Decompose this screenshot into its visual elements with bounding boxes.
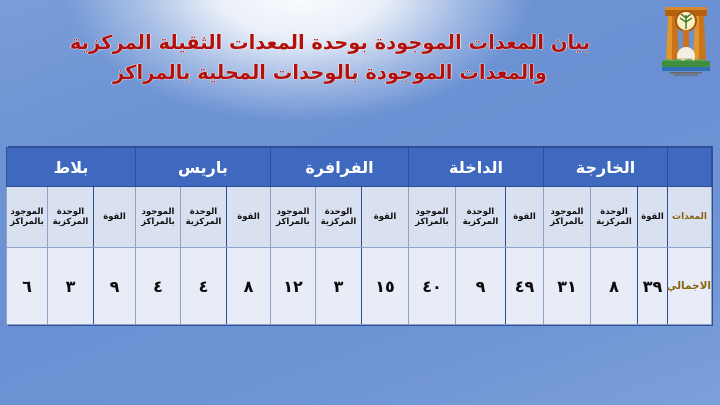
column-header-kharga-in-centers: الموجود بالمراكز: [542, 186, 592, 248]
group-header-kharga: الخارجة: [542, 147, 669, 187]
group-header-dakhla: الداخلة: [407, 147, 544, 187]
table-sub-header-row: المعدات القوة الوحدة المركزية الموجود با…: [5, 186, 712, 248]
governorate-logo: [658, 4, 714, 76]
cell-kharga-in-centers: ٣١: [542, 247, 592, 325]
group-header-equipment-blank: [667, 147, 712, 187]
table-group-header-row: الخارجة الداخلة الفرافرة باريس بلاط: [5, 147, 712, 187]
group-header-farafra: الفرافرة: [269, 147, 409, 187]
page-title: بيان المعدات الموجودة بوحدة المعدات الثق…: [0, 28, 660, 88]
shaduf-monument-icon: [662, 7, 710, 76]
cell-baris-central-unit: ٤: [179, 247, 227, 325]
column-header-dakhla-central-unit: الوحدة المركزية: [454, 186, 506, 248]
column-header-balat-in-centers: الموجود بالمراكز: [5, 186, 48, 248]
column-header-baris-power: القوة: [225, 186, 271, 248]
cell-dakhla-power: ٤٩: [504, 247, 544, 325]
column-header-dakhla-power: القوة: [504, 186, 544, 248]
equipment-table-container: الخارجة الداخلة الفرافرة باريس بلاط المع…: [5, 146, 713, 326]
group-header-balat: بلاط: [5, 147, 136, 187]
column-header-farafra-power: القوة: [360, 186, 409, 248]
column-header-farafra-in-centers: الموجود بالمراكز: [269, 186, 316, 248]
cell-baris-power: ٨: [225, 247, 271, 325]
column-header-kharga-power: القوة: [637, 186, 668, 248]
cell-balat-central-unit: ٣: [46, 247, 94, 325]
column-header-equipment: المعدات: [667, 186, 712, 248]
cell-farafra-central-unit: ٣: [314, 247, 362, 325]
column-header-baris-in-centers: الموجود بالمراكز: [134, 186, 181, 248]
cell-farafra-in-centers: ١٢: [269, 247, 316, 325]
column-header-balat-power: القوة: [92, 186, 136, 248]
equipment-table: الخارجة الداخلة الفرافرة باريس بلاط المع…: [5, 147, 712, 325]
column-header-kharga-central-unit: الوحدة المركزية: [590, 186, 638, 248]
cell-balat-power: ٩: [92, 247, 136, 325]
cell-baris-in-centers: ٤: [134, 247, 181, 325]
cell-kharga-central-unit: ٨: [590, 247, 638, 325]
title-line-2: والمعدات الموجودة بالوحدات المحلية بالمر…: [113, 61, 547, 84]
column-header-baris-central-unit: الوحدة المركزية: [179, 186, 227, 248]
column-header-dakhla-in-centers: الموجود بالمراكز: [407, 186, 456, 248]
cell-kharga-power: ٣٩: [637, 247, 668, 325]
cell-farafra-power: ١٥: [360, 247, 409, 325]
cell-balat-in-centers: ٦: [5, 247, 48, 325]
column-header-farafra-central-unit: الوحدة المركزية: [314, 186, 362, 248]
title-line-1: بيان المعدات الموجودة بوحدة المعدات الثق…: [69, 31, 591, 54]
row-label-total: الاجمالي: [666, 247, 712, 325]
table-row: الاجمالي ٣٩ ٨ ٣١ ٤٩ ٩ ٤٠ ١٥ ٣ ١٢ ٨ ٤ ٤ ٩…: [5, 247, 712, 325]
cell-dakhla-central-unit: ٩: [454, 247, 506, 325]
cell-dakhla-in-centers: ٤٠: [407, 247, 456, 325]
column-header-balat-central-unit: الوحدة المركزية: [46, 186, 94, 248]
group-header-baris: باريس: [134, 147, 271, 187]
